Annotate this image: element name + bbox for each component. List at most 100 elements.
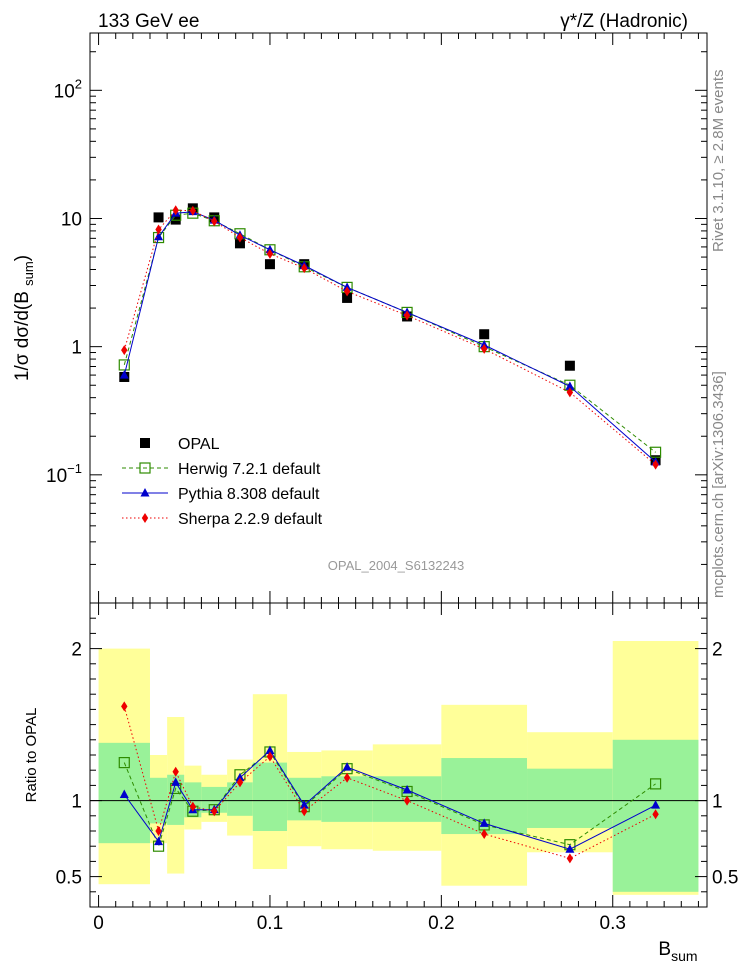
series-line-sherpa-2-2-9-default [123, 209, 656, 466]
ratio-point-sherpa-2-2-9-default [236, 777, 244, 788]
main-y-tick-label: 102 [54, 76, 82, 102]
ratio-point-sherpa-2-2-9-default [566, 853, 574, 864]
data-point-opal [234, 238, 245, 249]
uncertainty-band-inner [167, 774, 185, 825]
ratio-point-pythia-8-308-default [154, 836, 164, 846]
ratio-point-sherpa-2-2-9-default [211, 806, 218, 817]
ratio-point-sherpa-2-2-9-default [172, 766, 179, 777]
legend-marker [140, 438, 150, 448]
ratio-point-sherpa-2-2-9-default [403, 795, 411, 806]
legend-marker [139, 462, 151, 474]
data-point-sherpa-2-2-9-default [480, 343, 488, 354]
series-sherpa-2-2-9-default [121, 205, 659, 470]
legend-entry-opal: OPAL [140, 436, 220, 453]
ratio-point-herwig-7-2-1-default [118, 756, 130, 769]
main-y-axis-label: 1/σ dσ/d(B sum) [12, 255, 36, 381]
data-point-herwig-7-2-1-default [118, 359, 130, 371]
uncertainty-band-inner [252, 762, 288, 831]
ratio-point-pythia-8-308-default [651, 800, 661, 809]
data-point-opal [264, 259, 275, 270]
data-point-sherpa-2-2-9-default [211, 216, 218, 227]
x-tick-label: 0.1 [257, 913, 283, 934]
data-point-sherpa-2-2-9-default [155, 224, 162, 235]
data-point-opal [170, 214, 181, 225]
rivet-label: Rivet 3.1.10, ≥ 2.8M events [710, 70, 727, 253]
ratio-point-sherpa-2-2-9-default [301, 806, 308, 817]
series-line-herwig-7-2-1-default [123, 212, 656, 453]
ratio-point-pythia-8-308-default [565, 844, 575, 853]
data-point-opal [342, 292, 353, 303]
data-point-sherpa-2-2-9-default [189, 205, 197, 216]
mcplots-label: mcplots.cern.ch [arXiv:1306.3436] [710, 371, 727, 598]
data-point-sherpa-2-2-9-default [172, 205, 179, 216]
ratio-point-sherpa-2-2-9-default [155, 826, 162, 836]
ratio-point-pythia-8-308-default [171, 777, 181, 786]
series-herwig-7-2-1-default [118, 207, 662, 458]
ratio-y-tick-label-right: 2 [712, 640, 723, 661]
ratio-series-sherpa-2-2-9-default [121, 701, 659, 864]
data-point-sherpa-2-2-9-default [652, 459, 659, 470]
legend-label: Sherpa 2.2.9 default [178, 511, 323, 528]
ratio-point-pythia-8-308-default [402, 784, 412, 794]
ratio-y-tick-label: 2 [71, 640, 82, 661]
legend: OPAL Herwig 7.2.1 default Pythia 8.308 def… [122, 436, 323, 528]
ratio-point-pythia-8-308-default [342, 762, 352, 771]
ratio-point-sherpa-2-2-9-default [480, 829, 488, 840]
ratio-point-sherpa-2-2-9-default [189, 801, 197, 812]
legend-marker [140, 488, 150, 497]
ratio-y-tick-label-right: 0.5 [712, 868, 738, 889]
uncertainty-band-inner [227, 782, 253, 816]
ratio-point-sherpa-2-2-9-default [652, 809, 659, 820]
x-axis-label: Bsum [658, 939, 697, 964]
main-ylabel-text: 1/σ dσ/d(B [12, 291, 33, 381]
ratio-series [118, 701, 662, 864]
ratio-point-sherpa-2-2-9-default [343, 772, 351, 783]
legend-entry-sherpa-2-2-9-default: Sherpa 2.2.9 default [122, 511, 323, 528]
energy-label: 133 GeV ee [98, 11, 199, 32]
data-point-opal [479, 329, 490, 340]
x-tick-label: 0.3 [600, 913, 626, 934]
ratio-point-pythia-8-308-default [299, 800, 309, 809]
uncertainty-band-inner [527, 768, 613, 828]
series-pythia-8-308-default [119, 206, 661, 466]
data-point-sherpa-2-2-9-default [566, 387, 574, 398]
main-axis-ticks: 10−1 1 10 102 [46, 33, 707, 604]
data-point-sherpa-2-2-9-default [403, 310, 411, 321]
ratio-y-tick-label: 0.5 [56, 868, 82, 889]
process-label: γ*/Z (Hadronic) [560, 11, 688, 32]
data-point-sherpa-2-2-9-default [301, 263, 308, 274]
x-tick-label: 0.2 [428, 913, 454, 934]
legend-label: Pythia 8.308 default [178, 486, 320, 503]
ratio-bands [98, 641, 699, 895]
series-line-pythia-8-308-default [123, 211, 656, 463]
ratio-axis-ticks: 0 0.1 0.2 0.3 0.5 0.5 1 1 2 2 [56, 603, 738, 934]
data-point-opal [153, 212, 164, 223]
legend-entry-pythia-8-308-default: Pythia 8.308 default [122, 486, 320, 503]
ratio-point-pythia-8-308-default [265, 745, 275, 754]
data-point-sherpa-2-2-9-default [121, 345, 128, 356]
data-point-sherpa-2-2-9-default [236, 232, 244, 243]
uncertainty-band-inner [184, 782, 202, 818]
ratio-point-herwig-7-2-1-default [649, 778, 662, 790]
main-y-tick-label: 10 [61, 209, 82, 230]
main-y-tick-label: 1 [71, 338, 82, 359]
legend-marker [141, 513, 149, 523]
ratio-point-pythia-8-308-default [479, 818, 489, 827]
ratio-y-tick-label: 1 [71, 792, 82, 813]
data-point-pythia-8-308-default [119, 370, 129, 379]
legend-label: Herwig 7.2.1 default [178, 461, 321, 478]
ratio-y-axis-label: Ratio to OPAL [23, 708, 40, 803]
legend-entry-herwig-7-2-1-default: Herwig 7.2.1 default [122, 461, 321, 478]
ratio-y-tick-label-right: 1 [712, 792, 723, 813]
data-point-pythia-8-308-default [565, 381, 575, 390]
data-point-opal [564, 360, 575, 371]
analysis-id-label: OPAL_2004_S6132243 [328, 558, 464, 573]
legend-label: OPAL [178, 436, 220, 453]
data-point-sherpa-2-2-9-default [343, 286, 351, 297]
series-opal [119, 203, 661, 466]
main-y-tick-label: 10−1 [46, 461, 82, 487]
data-point-sherpa-2-2-9-default [266, 248, 274, 259]
ratio-point-pythia-8-308-default [235, 772, 245, 782]
x-tick-label: 0 [93, 913, 104, 934]
